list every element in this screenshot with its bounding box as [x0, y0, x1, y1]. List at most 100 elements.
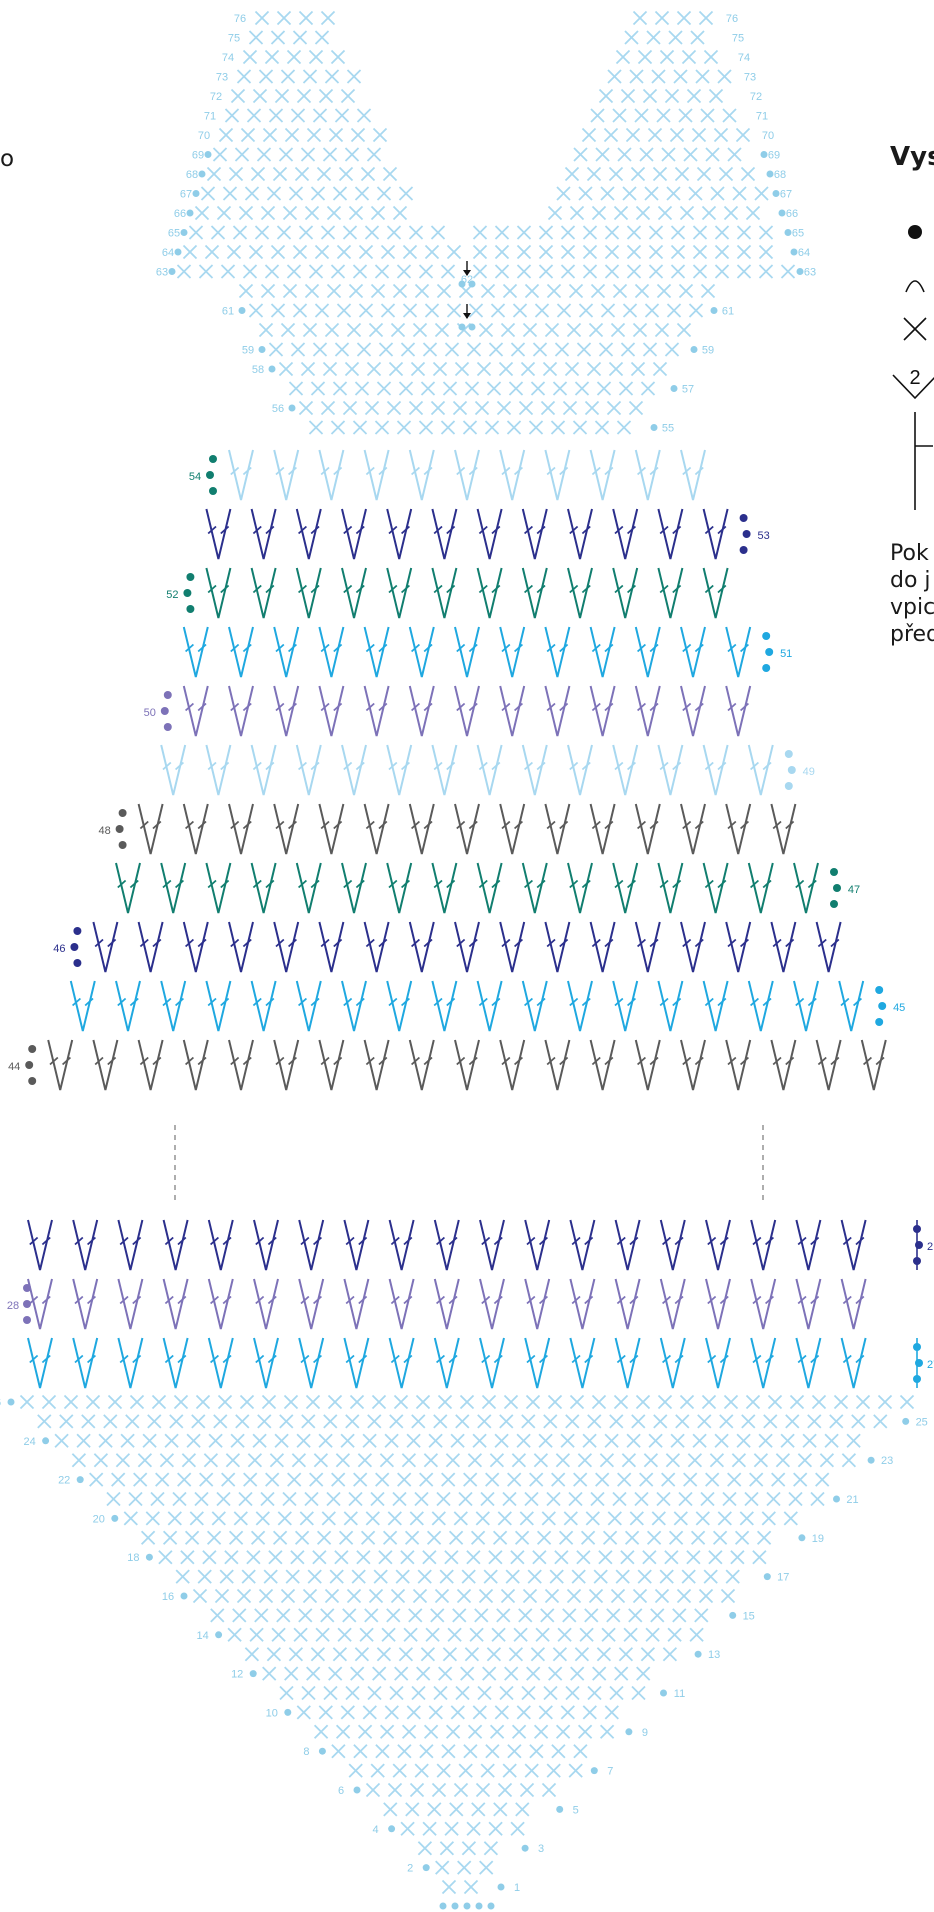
single-crochet-x-icon: [730, 1550, 745, 1565]
chain-dot-icon: [660, 1689, 667, 1697]
double-crochet-v-icon: [702, 508, 729, 560]
single-crochet-x-icon: [701, 205, 717, 221]
single-crochet-x-icon: [340, 1705, 355, 1720]
double-crochet-v-icon: [702, 567, 729, 619]
single-crochet-x-icon: [604, 1433, 619, 1448]
single-crochet-x-icon: [568, 283, 584, 299]
single-crochet-x-icon: [519, 1511, 534, 1526]
single-crochet-x-icon: [350, 127, 366, 143]
single-crochet-x-icon: [461, 1841, 477, 1856]
single-crochet-x-icon: [542, 361, 558, 377]
single-crochet-x-icon: [636, 1666, 651, 1681]
single-crochet-x-icon: [322, 147, 338, 162]
double-crochet-v-icon: [454, 449, 480, 501]
single-crochet-x-icon: [646, 30, 661, 45]
single-crochet-x-icon: [740, 166, 756, 182]
double-crochet-v-icon: [160, 980, 187, 1032]
single-crochet-x-icon: [472, 264, 488, 279]
double-crochet-v-icon: [589, 626, 616, 678]
single-crochet-x-icon: [270, 30, 286, 45]
single-crochet-x-icon: [586, 166, 602, 182]
single-crochet-x-icon: [158, 1550, 173, 1565]
single-crochet-x-icon: [206, 166, 222, 182]
single-crochet-x-icon: [332, 381, 348, 396]
single-crochet-x-icon: [358, 244, 374, 260]
single-crochet-x-icon: [173, 1394, 189, 1410]
chain-dot-icon: [163, 691, 172, 699]
double-crochet-v-icon: [318, 626, 345, 678]
chain-dot-icon: [878, 1002, 887, 1010]
row-number-label: 67: [780, 189, 792, 201]
row-number-label: 46: [53, 943, 65, 955]
single-crochet-x-icon: [367, 1414, 382, 1429]
single-crochet-x-icon: [444, 1821, 459, 1836]
single-crochet-x-icon: [610, 322, 626, 338]
single-crochet-x-icon: [433, 1685, 448, 1701]
single-crochet-x-icon: [634, 1491, 649, 1507]
single-crochet-x-icon: [467, 1724, 483, 1739]
single-crochet-x-icon: [348, 283, 364, 299]
single-crochet-x-icon: [302, 69, 318, 84]
single-crochet-x-icon: [460, 1666, 475, 1681]
single-crochet-x-icon: [388, 361, 404, 377]
double-crochet-v-icon: [318, 803, 345, 855]
single-crochet-x-icon: [620, 88, 636, 104]
row-number-label: 63: [804, 267, 816, 279]
single-crochet-x-icon: [346, 1588, 362, 1604]
single-crochet-x-icon: [420, 1647, 436, 1662]
single-crochet-x-icon: [340, 88, 356, 104]
row-number-label: 71: [204, 111, 216, 123]
single-crochet-x-icon: [203, 1453, 219, 1468]
single-crochet-x-icon: [375, 1472, 390, 1487]
chain-dot-icon: [7, 1398, 15, 1406]
single-crochet-x-icon: [734, 1530, 750, 1545]
single-crochet-x-icon: [637, 1569, 652, 1584]
single-crochet-x-icon: [555, 1724, 571, 1739]
single-crochet-x-icon: [320, 225, 336, 240]
single-crochet-x-icon: [556, 186, 571, 201]
single-crochet-x-icon: [271, 1627, 286, 1642]
single-crochet-x-icon: [612, 108, 627, 123]
single-crochet-x-icon: [758, 1433, 773, 1448]
single-crochet-x-icon: [350, 1666, 365, 1681]
single-crochet-x-icon: [422, 1821, 437, 1836]
single-crochet-x-icon: [676, 1588, 692, 1604]
single-crochet-x-icon: [582, 225, 598, 240]
single-crochet-x-icon: [547, 1394, 563, 1410]
row-number-label: 61: [722, 306, 734, 318]
single-crochet-x-icon: [577, 1453, 593, 1468]
single-crochet-x-icon: [688, 303, 704, 318]
single-crochet-x-icon: [402, 303, 418, 318]
single-crochet-x-icon: [621, 1453, 637, 1468]
single-crochet-x-icon: [384, 1705, 399, 1720]
single-crochet-x-icon: [670, 244, 686, 260]
single-crochet-x-icon: [683, 147, 698, 162]
single-crochet-x-icon: [260, 205, 276, 221]
chain-dot-icon: [174, 248, 182, 256]
single-crochet-x-icon: [686, 88, 702, 104]
single-crochet-x-icon: [577, 1724, 593, 1739]
single-crochet-x-icon: [290, 342, 306, 357]
single-crochet-x-icon: [754, 186, 769, 201]
single-crochet-x-icon: [581, 127, 597, 143]
double-crochet-v-icon: [431, 508, 458, 560]
single-crochet-x-icon: [705, 1472, 720, 1487]
single-crochet-x-icon: [386, 1608, 401, 1623]
single-crochet-x-icon: [587, 1685, 602, 1701]
double-crochet-v-icon: [499, 685, 526, 737]
single-crochet-x-icon: [710, 186, 725, 201]
single-crochet-x-icon: [703, 1569, 718, 1584]
single-crochet-x-icon: [626, 264, 642, 279]
single-crochet-x-icon: [555, 1453, 571, 1468]
single-crochet-x-icon: [697, 1414, 712, 1429]
single-crochet-x-icon: [283, 1394, 299, 1410]
single-crochet-x-icon: [625, 127, 641, 143]
single-crochet-x-icon: [596, 1647, 612, 1662]
row-number-label: 76: [234, 13, 246, 25]
single-crochet-x-icon: [133, 1472, 148, 1487]
single-crochet-x-icon: [359, 1627, 374, 1642]
double-crochet-v-icon: [343, 1337, 370, 1389]
single-crochet-x-icon: [262, 1666, 277, 1681]
double-crochet-v-icon: [569, 1219, 596, 1271]
row-number-label: 50: [144, 707, 156, 719]
